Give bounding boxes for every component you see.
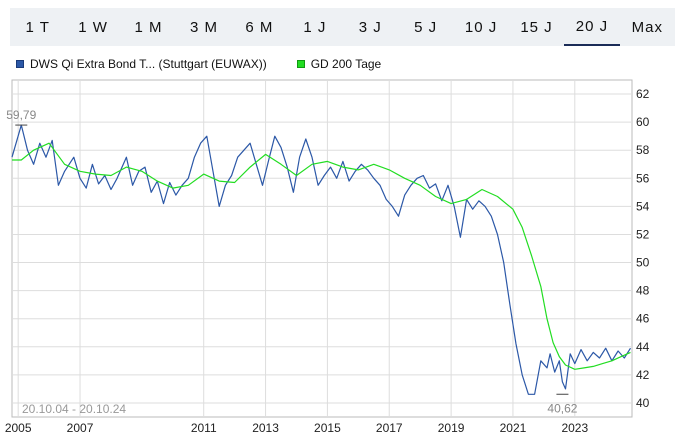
tab-3m[interactable]: 3 M bbox=[189, 18, 218, 36]
x-tick-label: 2023 bbox=[561, 421, 588, 435]
y-axis: 40 42 44 46 48 50 52 54 56 58 60 62 bbox=[636, 87, 650, 410]
legend-swatch-price bbox=[16, 60, 24, 68]
legend-label-avg: GD 200 Tage bbox=[310, 57, 382, 71]
legend-item-avg: GD 200 Tage bbox=[296, 57, 382, 71]
y-tick-label: 40 bbox=[636, 396, 650, 410]
y-tick-label: 44 bbox=[636, 340, 650, 354]
x-tick-label: 2015 bbox=[314, 421, 341, 435]
y-tick-label: 46 bbox=[636, 312, 650, 326]
y-tick-label: 50 bbox=[636, 256, 650, 270]
y-tick-label: 54 bbox=[636, 199, 650, 213]
grid-lines bbox=[12, 80, 632, 417]
legend-item-price: DWS Qi Extra Bond T... (Stuttgart (EUWAX… bbox=[16, 57, 267, 71]
y-tick-label: 56 bbox=[636, 171, 650, 185]
tab-5j[interactable]: 5 J bbox=[414, 18, 438, 36]
avg-line bbox=[12, 142, 631, 370]
y-tick-label: 42 bbox=[636, 368, 650, 382]
tab-1m[interactable]: 1 M bbox=[134, 18, 163, 36]
price-line bbox=[11, 124, 632, 395]
y-tick-label: 60 bbox=[636, 115, 650, 129]
plot-area bbox=[11, 79, 633, 418]
chart-legend: DWS Qi Extra Bond T... (Stuttgart (EUWAX… bbox=[16, 55, 411, 73]
tab-1j[interactable]: 1 J bbox=[303, 18, 327, 36]
x-tick-label: 2021 bbox=[500, 421, 527, 435]
y-tick-label: 58 bbox=[636, 143, 650, 157]
tab-20j[interactable]: 20 J bbox=[564, 8, 620, 46]
max-label: 59,79 bbox=[6, 108, 36, 122]
tab-15j[interactable]: 15 J bbox=[520, 18, 553, 36]
x-axis: 2005 2007 2011 2013 2015 2017 2019 2021 2023 bbox=[5, 421, 589, 435]
tab-3j[interactable]: 3 J bbox=[358, 18, 382, 36]
x-tick-label: 2017 bbox=[376, 421, 403, 435]
series-group bbox=[11, 124, 632, 395]
x-tick-label: 2011 bbox=[191, 421, 217, 435]
time-range-tabs: 1 T 1 W 1 M 3 M 6 M 1 J 3 J 5 J 10 J 15 J 20 J Max bbox=[10, 8, 675, 46]
legend-swatch-avg bbox=[296, 60, 305, 68]
legend-label-price: DWS Qi Extra Bond T... (Stuttgart (EUWAX… bbox=[30, 57, 267, 71]
y-tick-label: 52 bbox=[636, 227, 650, 241]
y-tick-label: 62 bbox=[636, 87, 650, 101]
tab-1w[interactable]: 1 W bbox=[78, 18, 108, 36]
tab-6m[interactable]: 6 M bbox=[245, 18, 274, 36]
tab-1t[interactable]: 1 T bbox=[25, 18, 50, 36]
x-tick-label: 2019 bbox=[438, 421, 465, 435]
date-range-label: 20.10.04 - 20.10.24 bbox=[22, 402, 126, 416]
x-tick-label: 2013 bbox=[252, 421, 279, 435]
y-tick-label: 48 bbox=[636, 284, 650, 298]
tab-10j[interactable]: 10 J bbox=[464, 18, 498, 36]
x-tick-label: 2007 bbox=[67, 421, 94, 435]
min-label: 40,62 bbox=[547, 401, 577, 415]
x-tick-label: 2005 bbox=[5, 421, 32, 435]
tab-max[interactable]: Max bbox=[631, 18, 664, 36]
annotations: 59,79 40,62 bbox=[6, 108, 578, 415]
